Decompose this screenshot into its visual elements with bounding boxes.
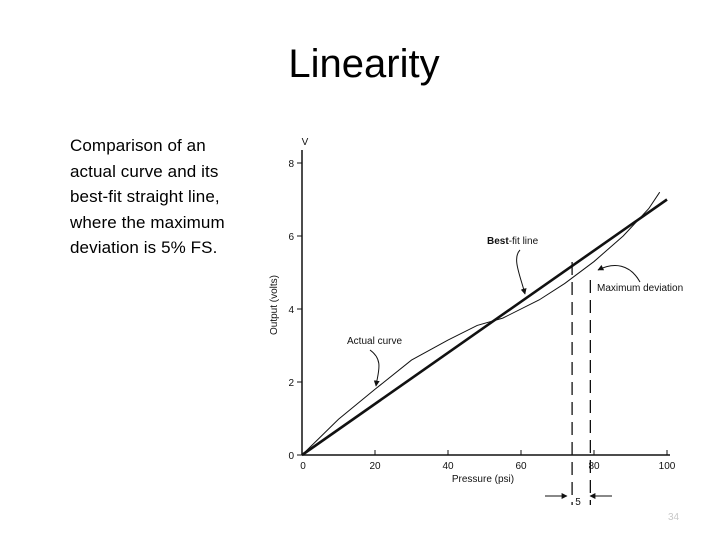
x-tick-label: 80 (588, 461, 600, 472)
y-tick-label: 2 (288, 378, 294, 389)
maximum-deviation-annotation: Maximum deviation (597, 283, 683, 294)
slide-caption: Comparison of an actual curve and its be… (70, 136, 225, 257)
x-tick-label: 60 (515, 461, 527, 472)
x-axis-label: Pressure (psi) (452, 474, 514, 485)
y-tick-label: 0 (288, 451, 294, 462)
best-fit-line-annotation: Best-fit line (487, 236, 539, 247)
page-number: 34 (668, 512, 680, 523)
best-fit-rest-part: -fit line (509, 236, 539, 247)
y-tick-label: 6 (288, 232, 294, 243)
best-fit-bold-part: Best (487, 236, 509, 247)
x-tick-label: 40 (442, 461, 454, 472)
y-tick-label: 4 (288, 305, 294, 316)
actual-curve-annotation: Actual curve (347, 336, 402, 347)
x-tick-label: 0 (300, 461, 306, 472)
x-tick-label: 100 (659, 461, 676, 472)
maximum-deviation-leader (597, 264, 641, 283)
actual-curve-series (301, 191, 661, 456)
y-unit-label: V (302, 137, 309, 148)
best-fit-line-series (301, 198, 668, 457)
y-axis-label: Output (volts) (269, 275, 280, 335)
best-fit-leader (516, 249, 527, 295)
actual-curve-leader (369, 349, 380, 387)
deviation-label: 5 (575, 497, 581, 508)
y-tick-label: 8 (288, 159, 294, 170)
x-tick-label: 20 (369, 461, 381, 472)
slide-title: Linearity (288, 42, 440, 86)
